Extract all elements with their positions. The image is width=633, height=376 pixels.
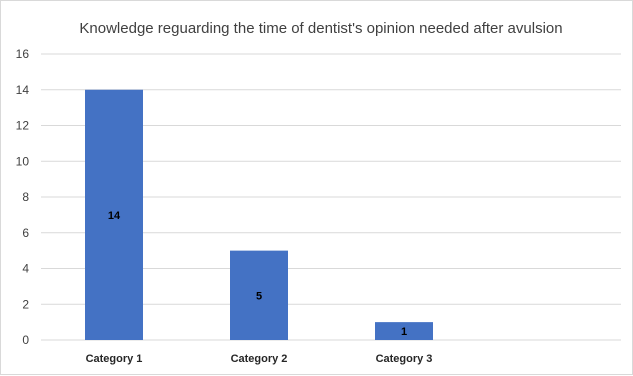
y-tick-label: 10 [16, 154, 30, 168]
category-label-3: Category 3 [376, 353, 433, 365]
chart-title: Knowledge reguarding the time of dentist… [79, 20, 562, 37]
y-tick-label: 16 [16, 47, 30, 61]
data-label-3: 1 [401, 326, 407, 338]
x-axis-categories: Category 1 Category 2 Category 3 [86, 353, 433, 365]
category-label-2: Category 2 [231, 353, 288, 365]
y-tick-label: 8 [22, 190, 29, 204]
data-labels: 14 5 1 [108, 210, 407, 338]
bars [85, 89, 433, 340]
category-label-1: Category 1 [86, 353, 143, 365]
data-label-2: 5 [256, 290, 262, 302]
y-axis-ticks: 0 2 4 6 8 10 12 14 16 [16, 47, 30, 347]
y-tick-label: 6 [22, 226, 29, 240]
bar-2 [230, 250, 288, 340]
y-tick-label: 12 [16, 119, 30, 133]
bar-3 [375, 322, 433, 340]
bar-1 [85, 89, 143, 340]
y-tick-label: 0 [22, 333, 29, 347]
data-label-1: 14 [108, 210, 121, 222]
y-tick-label: 4 [22, 262, 29, 276]
y-tick-label: 2 [22, 297, 29, 311]
y-tick-label: 14 [16, 83, 30, 97]
